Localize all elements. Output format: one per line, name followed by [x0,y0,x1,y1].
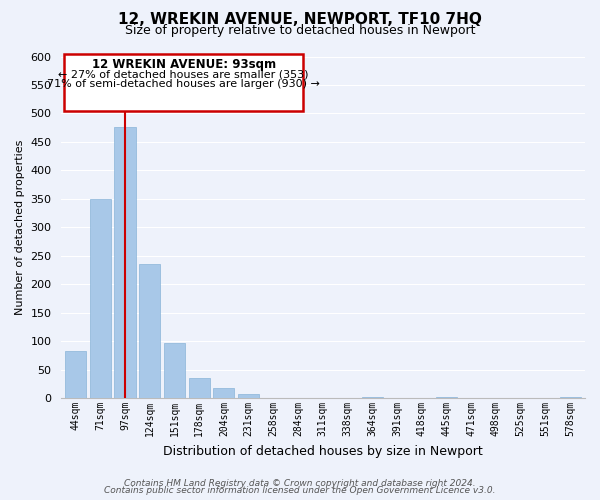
Bar [90,200,111,398]
Text: 71% of semi-detached houses are larger (930) →: 71% of semi-detached houses are larger (… [47,80,320,90]
Bar [560,397,581,398]
Text: 12, WREKIN AVENUE, NEWPORT, TF10 7HQ: 12, WREKIN AVENUE, NEWPORT, TF10 7HQ [118,12,482,26]
Bar [65,351,86,398]
Text: Contains HM Land Registry data © Crown copyright and database right 2024.: Contains HM Land Registry data © Crown c… [124,478,476,488]
Text: Contains public sector information licensed under the Open Government Licence v3: Contains public sector information licen… [104,486,496,495]
Y-axis label: Number of detached properties: Number of detached properties [15,140,25,315]
Bar [188,378,210,398]
X-axis label: Distribution of detached houses by size in Newport: Distribution of detached houses by size … [163,444,483,458]
Bar [164,343,185,398]
Text: ← 27% of detached houses are smaller (353): ← 27% of detached houses are smaller (35… [58,69,309,79]
Text: 12 WREKIN AVENUE: 93sqm: 12 WREKIN AVENUE: 93sqm [92,58,276,70]
Bar [214,388,235,398]
Text: Size of property relative to detached houses in Newport: Size of property relative to detached ho… [125,24,475,37]
Bar [238,394,259,398]
FancyBboxPatch shape [64,54,303,110]
Bar [436,397,457,398]
Bar [139,264,160,398]
Bar [362,397,383,398]
Bar [115,127,136,398]
